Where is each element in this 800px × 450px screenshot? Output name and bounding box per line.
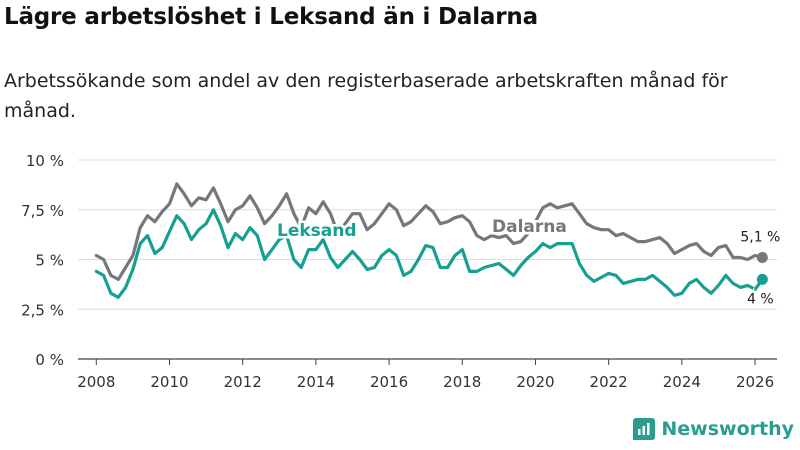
end-point-leksand [756, 273, 768, 285]
x-tick-label: 2016 [370, 373, 408, 391]
brand: Newsworthy [633, 418, 794, 440]
end-value-label-dalarna: 5,1 % [740, 230, 780, 246]
x-tick-label: 2010 [150, 373, 188, 391]
x-tick-label: 2022 [590, 373, 628, 391]
chart-title: Lägre arbetslöshet i Leksand än i Dalarn… [4, 4, 538, 30]
y-tick-label: 10 % [26, 152, 64, 170]
newsworthy-logo-icon [633, 418, 656, 440]
x-tick-label: 2026 [736, 373, 774, 391]
x-tick-label: 2014 [297, 373, 335, 391]
x-tick-label: 2024 [663, 373, 701, 391]
x-tick-label: 2012 [224, 373, 262, 391]
y-tick-label: 0 % [35, 351, 64, 369]
y-tick-label: 2,5 % [21, 301, 64, 319]
series-label-leksand: Leksand [277, 221, 357, 241]
series-line-dalarna [94, 182, 765, 281]
x-tick-label: 2020 [516, 373, 554, 391]
chart-subtitle: Arbetssökande som andel av den registerb… [4, 70, 728, 122]
series-label-dalarna: Dalarna [492, 217, 567, 237]
y-tick-label: 5 % [35, 252, 64, 270]
end-value-label-leksand: 4 % [747, 291, 774, 307]
y-tick-label: 7,5 % [21, 202, 64, 220]
end-point-dalarna [756, 252, 768, 264]
brand-name: Newsworthy [661, 418, 794, 440]
x-tick-label: 2018 [443, 373, 481, 391]
series-line-leksand [94, 208, 765, 299]
x-tick-label: 2008 [77, 373, 115, 391]
